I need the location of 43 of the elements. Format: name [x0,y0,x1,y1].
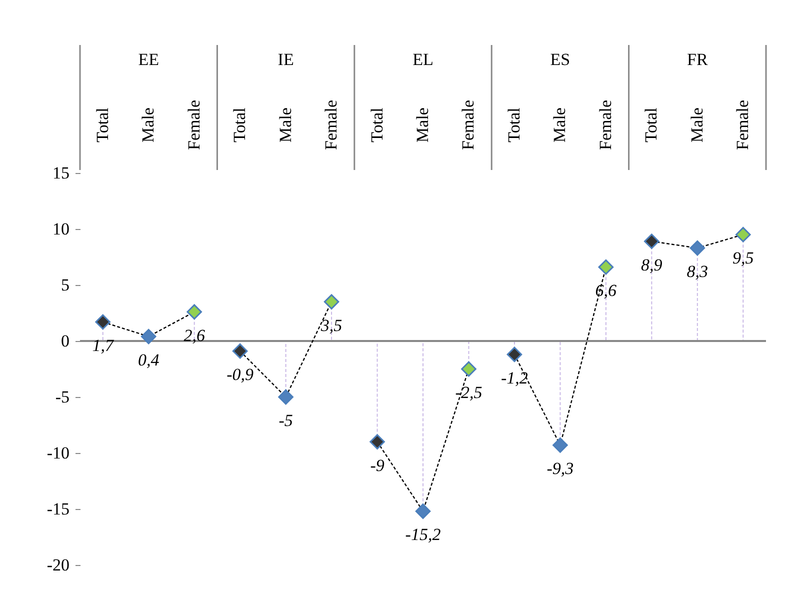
x-tick-label: Total [367,107,386,142]
x-tick-label: Male [687,108,706,142]
text: FR [687,50,708,69]
data-label: -1,2 [501,368,528,388]
x-tick-label: Total [504,107,524,142]
text: EL [412,50,434,69]
x-tick-label: Total [230,107,250,142]
data-label: 6,6 [595,281,618,300]
x-tick-label: Female [322,100,341,150]
x-tick-label: Female [458,100,478,150]
data-label: -15,2 [405,525,442,544]
x-tick-label: Total [92,107,112,142]
x-tick-label: Female [733,100,752,150]
data-label: 0,4 [138,350,160,370]
data-label: 3,5 [320,316,342,335]
y-tick-label: -10 [46,444,70,462]
data-label: -9,3 [546,459,574,478]
y-tick-label: 0 [61,332,70,350]
data-label: 9,5 [732,248,754,268]
data-label: -0,9 [226,365,254,384]
y-tick-label: 5 [61,276,70,294]
x-tick-label: Male [138,108,158,142]
data-label: 8,9 [641,255,663,274]
x-tick-label: Female [596,100,615,150]
x-tick-label: Total [642,107,661,142]
text: ES [550,50,570,69]
y-tick-label: -20 [46,556,70,574]
x-tick-label: Male [550,108,570,142]
data-label: 2,6 [184,326,206,345]
y-tick-label: -15 [46,500,70,518]
data-label: -2,5 [455,383,482,402]
data-label: 8,3 [686,262,708,282]
data-label: -5 [278,411,293,430]
x-tick-label: Male [413,108,432,142]
data-label: 1,7 [92,336,115,355]
x-tick-label: Male [276,108,295,142]
x-tick-label: Female [184,100,204,150]
y-tick-label: 15 [52,164,70,182]
data-label: -9 [370,456,385,475]
text: EE [138,50,159,69]
text: IE [278,50,294,69]
y-tick-label: 10 [52,220,70,238]
y-tick-label: -5 [55,388,70,406]
